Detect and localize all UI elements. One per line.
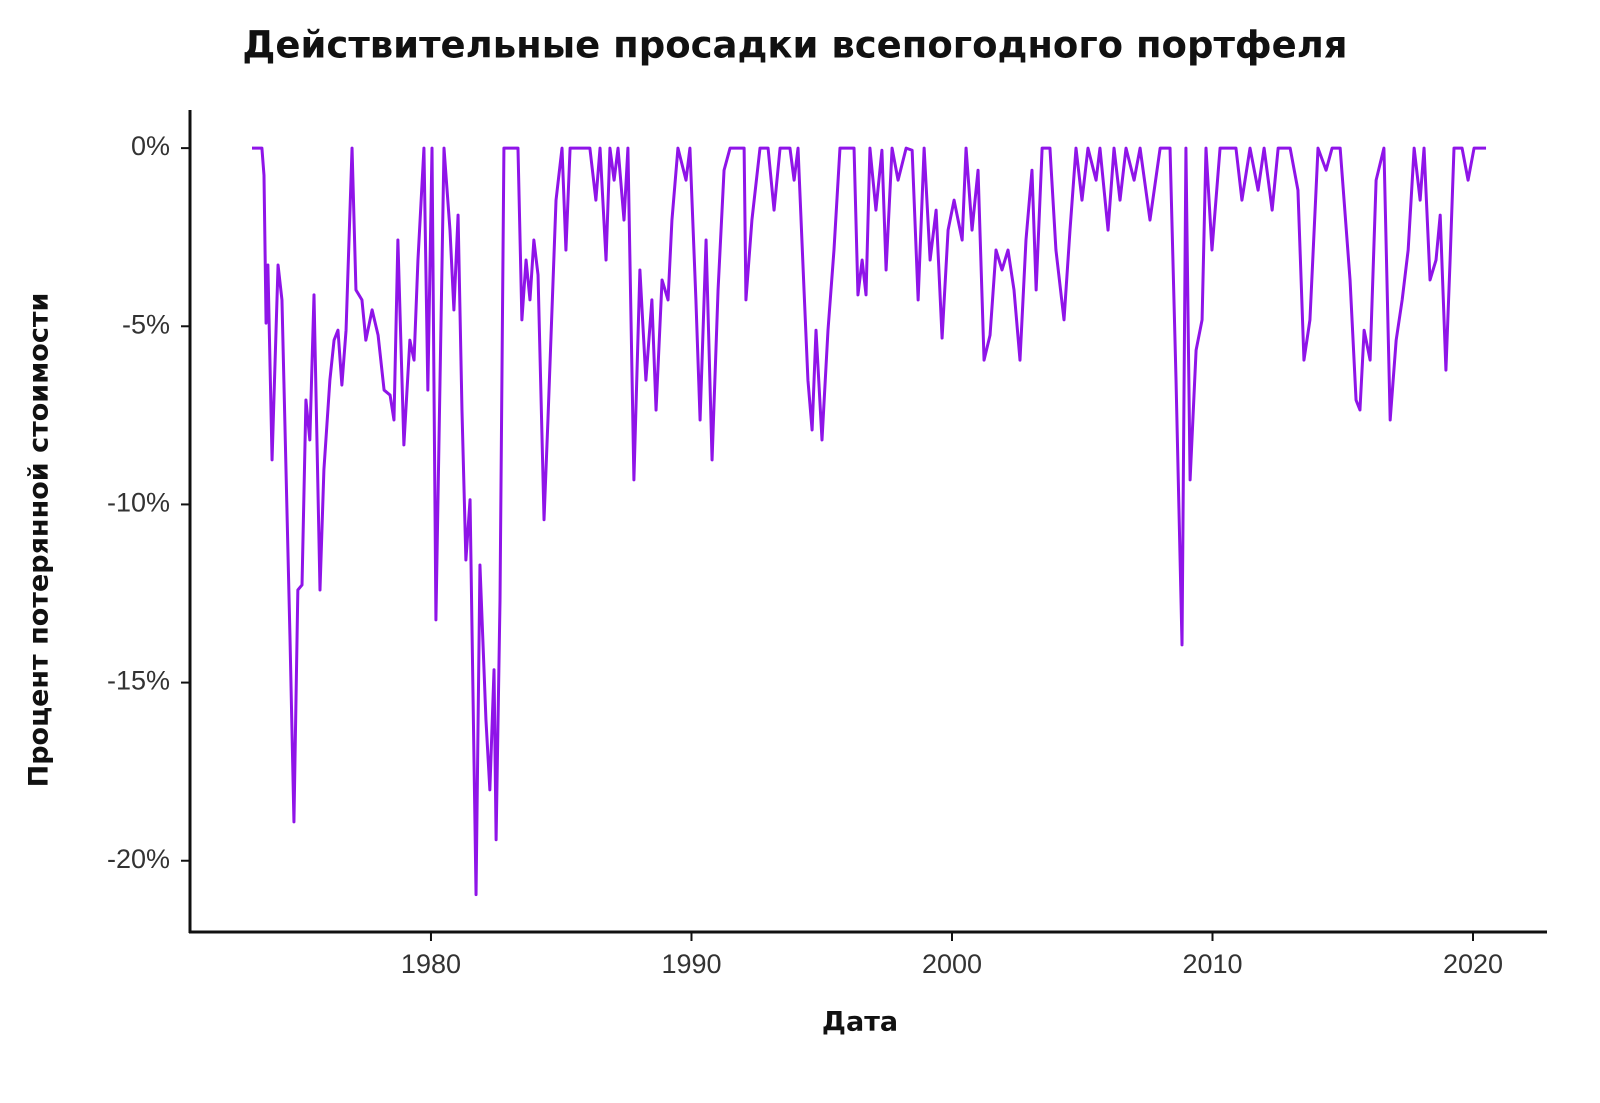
x-tick-label: 2020 bbox=[1443, 949, 1503, 979]
x-tick-label: 1990 bbox=[661, 949, 721, 979]
y-axis-title: Процент потерянной стоимости bbox=[24, 293, 55, 788]
y-tick-label: -20% bbox=[107, 844, 170, 874]
x-tick-label: 1980 bbox=[401, 949, 461, 979]
chart-title: Действительные просадки всепогодного пор… bbox=[242, 24, 1347, 67]
y-tick-label: -5% bbox=[122, 309, 170, 339]
y-tick-label: -15% bbox=[107, 666, 170, 696]
y-tick-label: -10% bbox=[107, 488, 170, 518]
x-tick-label: 2000 bbox=[922, 949, 982, 979]
drawdown-line bbox=[252, 146, 1487, 897]
y-tick-label: 0% bbox=[131, 131, 170, 161]
x-tick-label: 2010 bbox=[1182, 949, 1242, 979]
x-axis-title: Дата bbox=[822, 1007, 898, 1038]
